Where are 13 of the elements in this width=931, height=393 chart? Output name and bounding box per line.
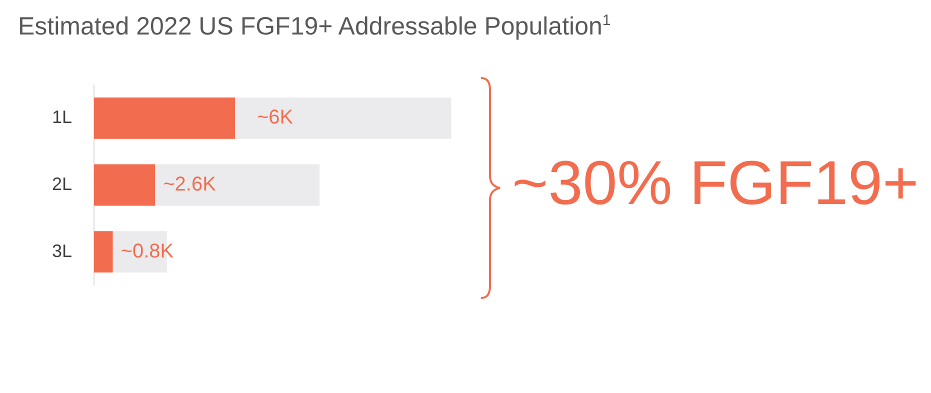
data-label: ~2.6K [163,174,217,196]
bar [235,97,452,139]
y-tick-label: 1L [52,107,72,128]
bar [94,164,156,206]
y-tick-label: 2L [52,174,72,194]
bar [155,164,320,206]
data-label: ~0.8K [120,240,174,262]
y-tick-label: 3L [52,240,72,261]
bar [94,97,235,139]
bar [94,231,113,273]
chart-title: Estimated 2022 US FGF19+ Addressable Population$^{1}$ [18,12,611,42]
text: ~30% FGF19+ [512,148,919,219]
data-label: ~6K [257,106,294,129]
